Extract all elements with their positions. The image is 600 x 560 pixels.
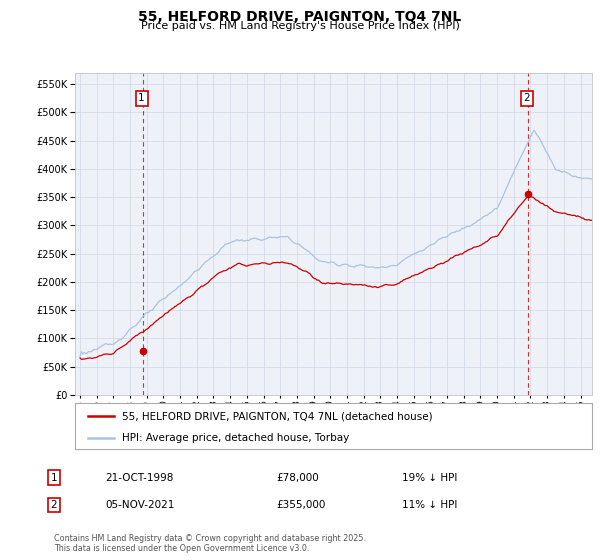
Text: Price paid vs. HM Land Registry's House Price Index (HPI): Price paid vs. HM Land Registry's House … [140,21,460,31]
Text: 2: 2 [523,93,530,103]
Text: 2: 2 [50,500,58,510]
Text: Contains HM Land Registry data © Crown copyright and database right 2025.
This d: Contains HM Land Registry data © Crown c… [54,534,366,553]
Text: HPI: Average price, detached house, Torbay: HPI: Average price, detached house, Torb… [122,433,349,443]
Text: 05-NOV-2021: 05-NOV-2021 [105,500,175,510]
Text: 55, HELFORD DRIVE, PAIGNTON, TQ4 7NL: 55, HELFORD DRIVE, PAIGNTON, TQ4 7NL [139,10,461,24]
Text: £78,000: £78,000 [276,473,319,483]
Text: 1: 1 [138,93,145,103]
Text: 1: 1 [50,473,58,483]
Text: 55, HELFORD DRIVE, PAIGNTON, TQ4 7NL (detached house): 55, HELFORD DRIVE, PAIGNTON, TQ4 7NL (de… [122,411,432,421]
Text: 21-OCT-1998: 21-OCT-1998 [105,473,173,483]
Text: £355,000: £355,000 [276,500,325,510]
Text: 19% ↓ HPI: 19% ↓ HPI [402,473,457,483]
Text: 11% ↓ HPI: 11% ↓ HPI [402,500,457,510]
